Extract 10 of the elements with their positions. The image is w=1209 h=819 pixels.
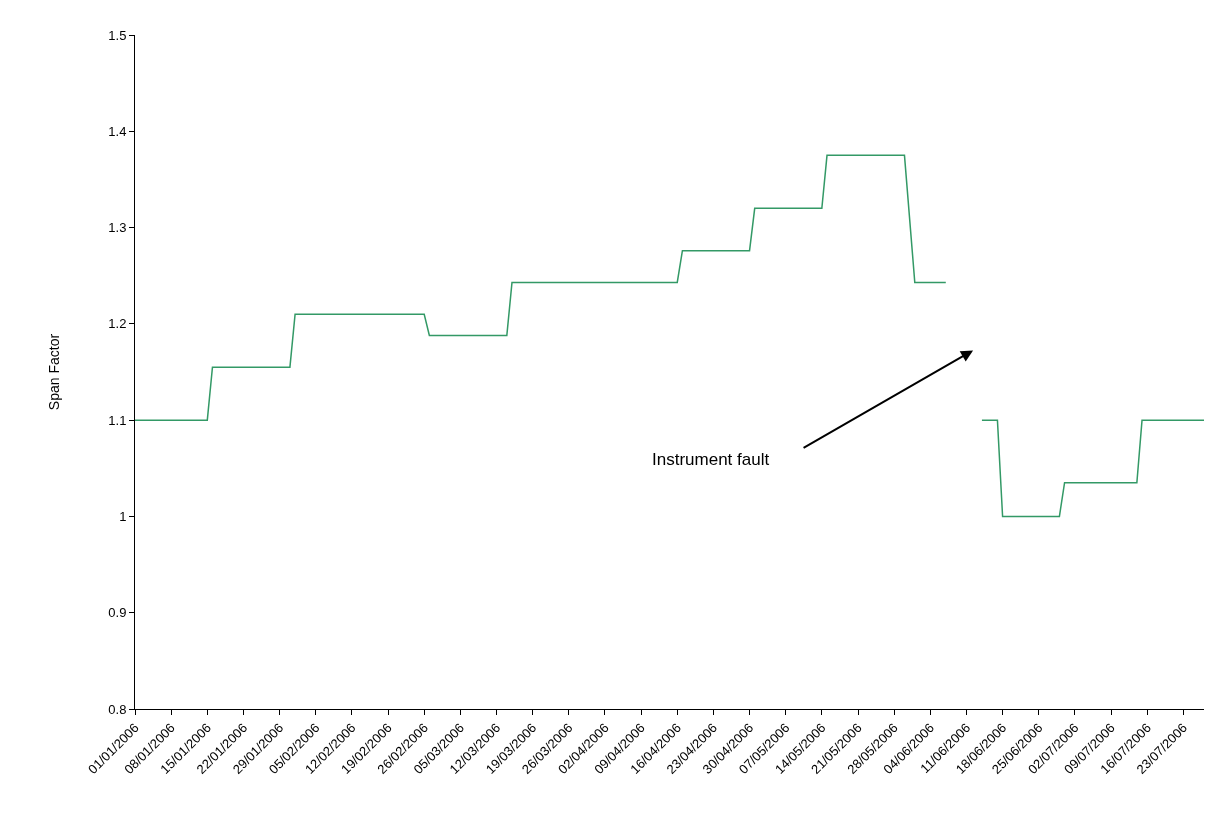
y-tick-label: 1.3 xyxy=(108,220,127,236)
y-tick-label: 1 xyxy=(119,508,127,524)
y-tick-label: 1.2 xyxy=(108,316,127,332)
y-tick-label: 1.5 xyxy=(108,27,127,43)
y-tick-label: 0.8 xyxy=(108,701,127,717)
y-tick-label: 1.4 xyxy=(108,123,127,139)
y-tick-label: 0.9 xyxy=(108,605,127,621)
y-tick-label: 1.1 xyxy=(108,412,127,428)
annotation: Instrument fault xyxy=(652,450,770,469)
y-axis-title: Span Factor xyxy=(45,333,62,411)
